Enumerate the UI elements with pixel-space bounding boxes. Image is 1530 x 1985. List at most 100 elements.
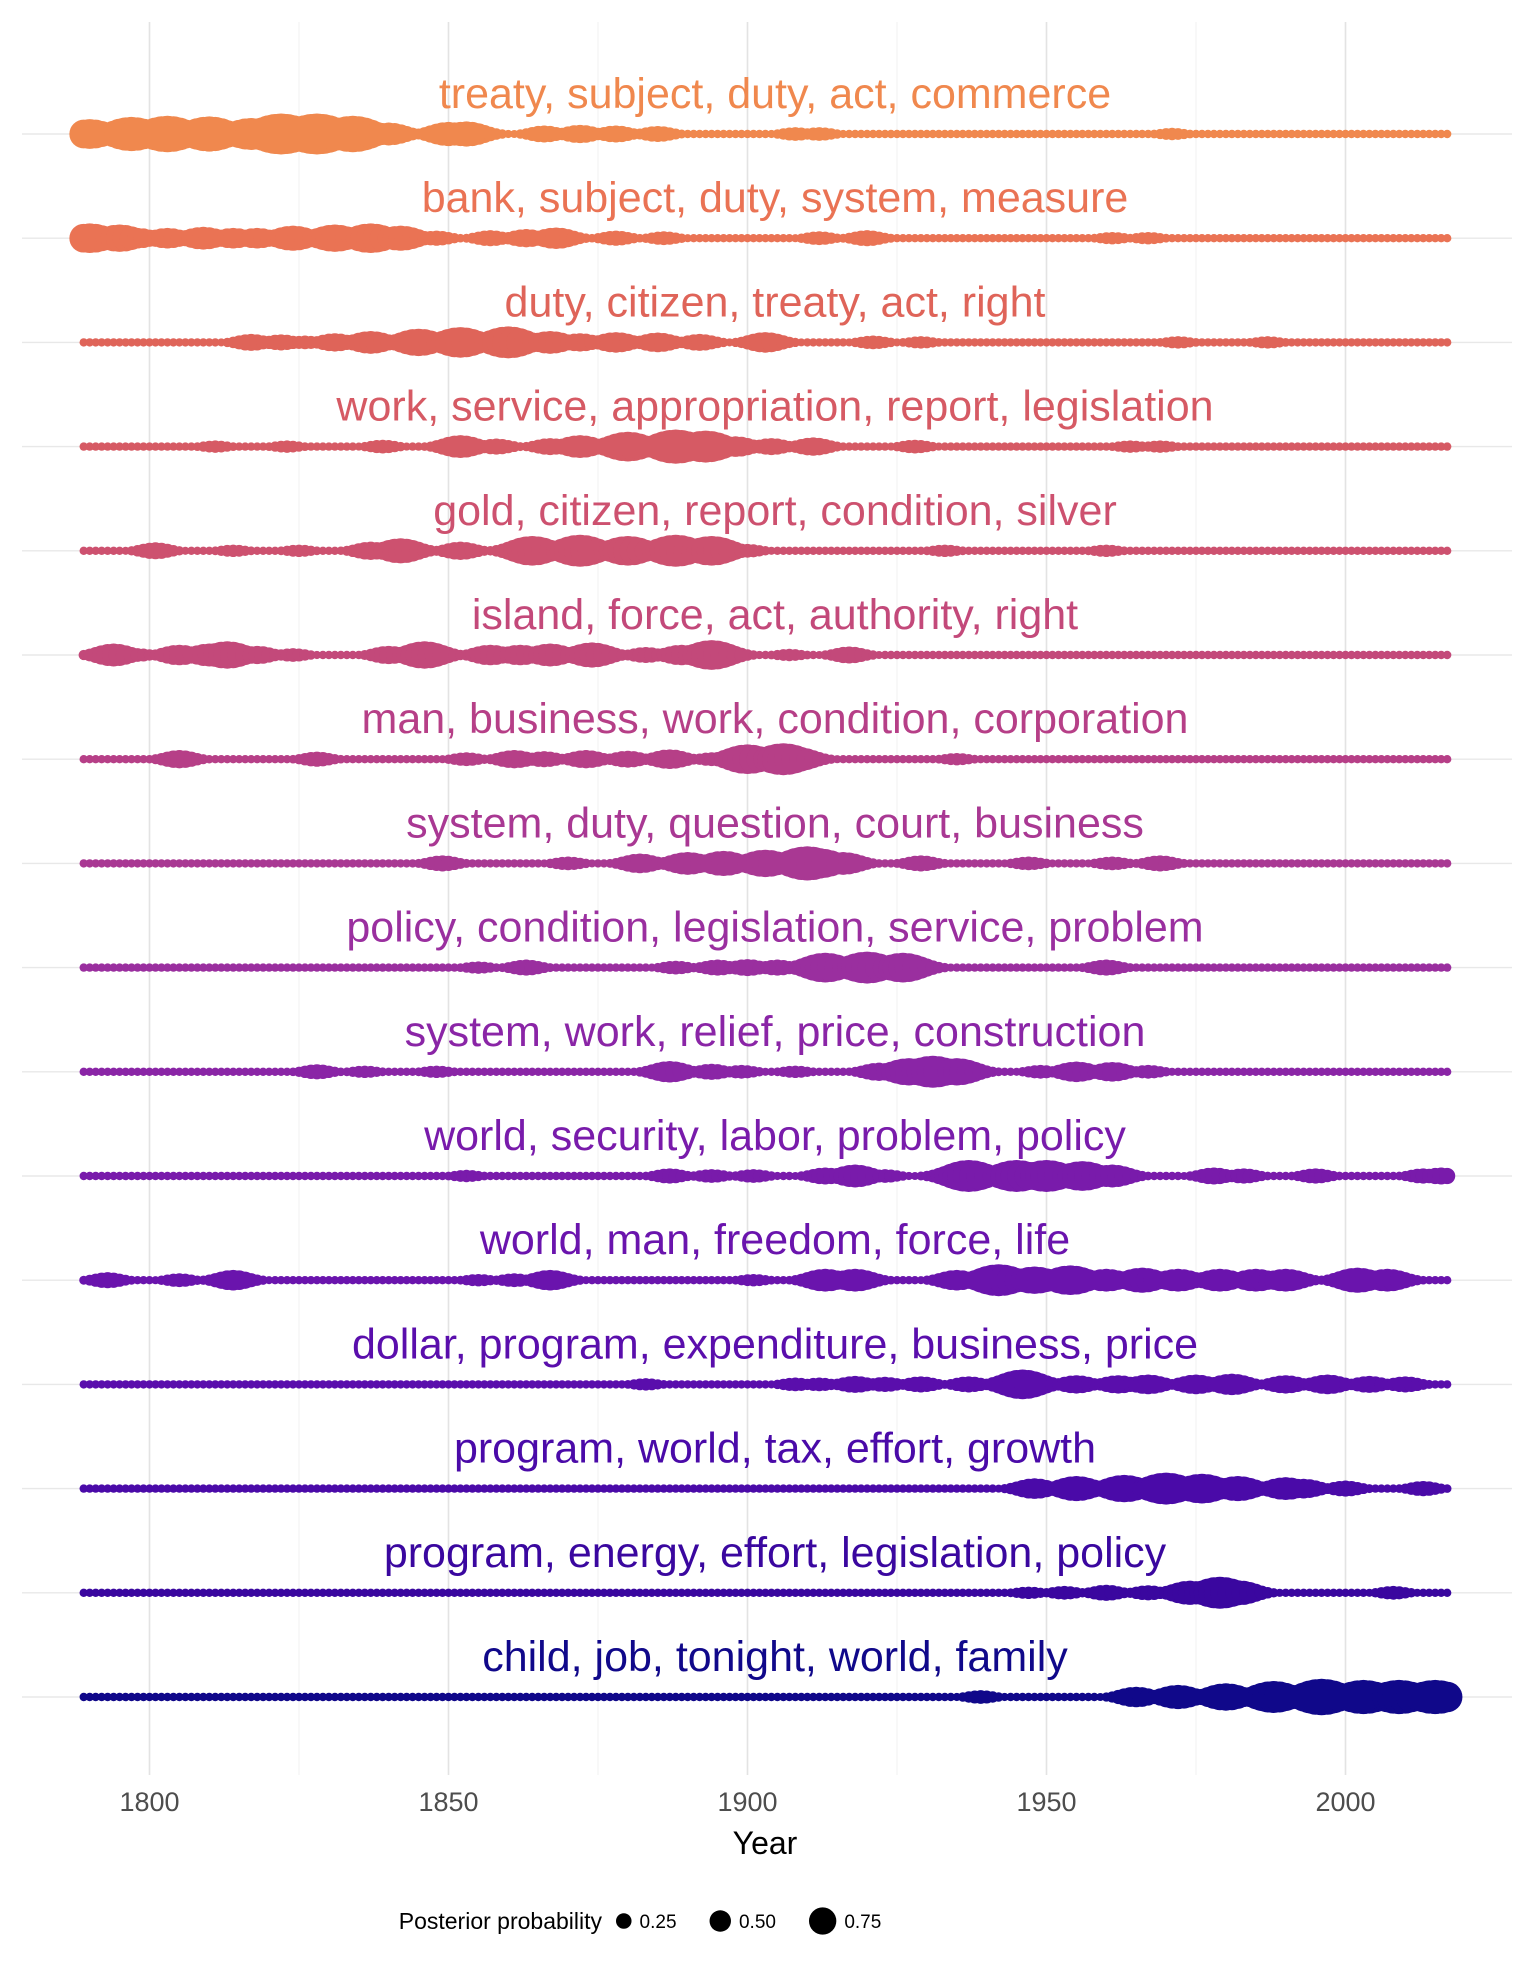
data-point	[498, 1692, 507, 1702]
data-point	[342, 1171, 352, 1181]
data-point	[1000, 1067, 1009, 1077]
data-point	[330, 1380, 340, 1389]
data-point	[199, 1380, 208, 1389]
data-point	[282, 1067, 292, 1077]
data-point	[641, 1484, 651, 1493]
data-point	[803, 1588, 812, 1598]
topic-label: work, service, appropriation, report, le…	[335, 383, 1213, 431]
data-point	[438, 1171, 447, 1181]
data-point	[886, 337, 896, 348]
data-point	[252, 442, 262, 451]
data-point	[157, 1171, 166, 1181]
data-point	[803, 338, 812, 347]
data-point	[342, 1484, 352, 1493]
data-point	[719, 1588, 728, 1598]
data-point	[539, 1588, 549, 1598]
data-point	[1383, 963, 1392, 972]
data-point	[1353, 1067, 1362, 1077]
data-point	[240, 1380, 250, 1389]
data-point	[139, 1380, 148, 1389]
data-point	[360, 1380, 369, 1389]
data-point	[904, 1588, 914, 1598]
data-point	[1012, 755, 1021, 764]
data-point	[1257, 755, 1266, 764]
data-point	[671, 1380, 680, 1389]
data-point	[1257, 963, 1266, 972]
data-point	[1419, 650, 1428, 660]
data-point	[456, 1588, 465, 1598]
data-point	[1006, 1692, 1015, 1702]
data-point	[1431, 546, 1440, 555]
data-point	[223, 1380, 232, 1389]
data-point	[898, 1276, 908, 1285]
data-point	[665, 1588, 674, 1598]
data-point	[1442, 1276, 1452, 1285]
data-point	[593, 1588, 603, 1598]
data-point	[946, 963, 955, 972]
data-point	[862, 755, 872, 764]
data-point	[1281, 442, 1290, 451]
data-point	[288, 1588, 298, 1598]
data-point	[1329, 338, 1338, 347]
data-point	[1120, 755, 1129, 764]
data-point	[593, 1484, 603, 1493]
data-point	[629, 963, 639, 972]
data-point	[1353, 1171, 1362, 1181]
data-point	[157, 1692, 166, 1702]
data-point	[1185, 650, 1195, 660]
data-point	[1442, 338, 1452, 347]
data-point	[235, 1588, 244, 1598]
data-point	[97, 1067, 106, 1077]
data-point	[79, 546, 88, 555]
data-point	[1096, 442, 1105, 451]
data-point	[390, 1276, 399, 1285]
data-point	[1203, 442, 1213, 451]
data-point	[240, 859, 250, 868]
data-point	[246, 546, 256, 556]
data-point	[581, 1171, 591, 1181]
data-point	[928, 1692, 938, 1702]
data-point	[880, 546, 890, 555]
data-point	[617, 1484, 627, 1493]
data-point	[1245, 442, 1255, 451]
data-point	[1024, 650, 1033, 660]
data-point	[886, 650, 896, 660]
data-point	[850, 755, 860, 764]
data-point	[946, 1692, 956, 1702]
data-point	[1012, 1692, 1021, 1702]
data-point	[946, 650, 956, 660]
data-point	[1413, 1067, 1422, 1077]
data-point	[1090, 755, 1099, 764]
data-point	[1347, 1067, 1356, 1077]
data-point	[868, 1692, 878, 1702]
data-point	[833, 338, 842, 347]
data-point	[479, 1171, 489, 1181]
data-point	[1407, 338, 1416, 347]
data-point	[940, 338, 950, 347]
data-point	[1431, 1681, 1463, 1713]
data-point	[916, 546, 926, 555]
data-point	[318, 1588, 328, 1598]
data-point	[342, 1276, 352, 1285]
data-point	[1191, 963, 1201, 972]
data-point	[1030, 1692, 1039, 1702]
data-point	[498, 1484, 507, 1493]
data-point	[1317, 234, 1326, 243]
data-point	[1383, 755, 1392, 764]
data-point	[372, 755, 381, 764]
data-point	[1251, 234, 1261, 243]
data-point	[1191, 859, 1201, 868]
data-point	[109, 963, 118, 972]
data-point	[1269, 546, 1278, 555]
data-point	[522, 1484, 531, 1493]
data-point	[163, 1692, 172, 1702]
data-point	[833, 1588, 842, 1598]
x-tick-label: 1900	[717, 1787, 777, 1817]
data-point	[1299, 338, 1308, 347]
data-point	[760, 546, 771, 556]
data-point	[97, 859, 106, 868]
data-point	[252, 963, 262, 972]
data-point	[1436, 1588, 1446, 1598]
data-point	[1311, 338, 1320, 347]
data-point	[563, 1692, 573, 1702]
